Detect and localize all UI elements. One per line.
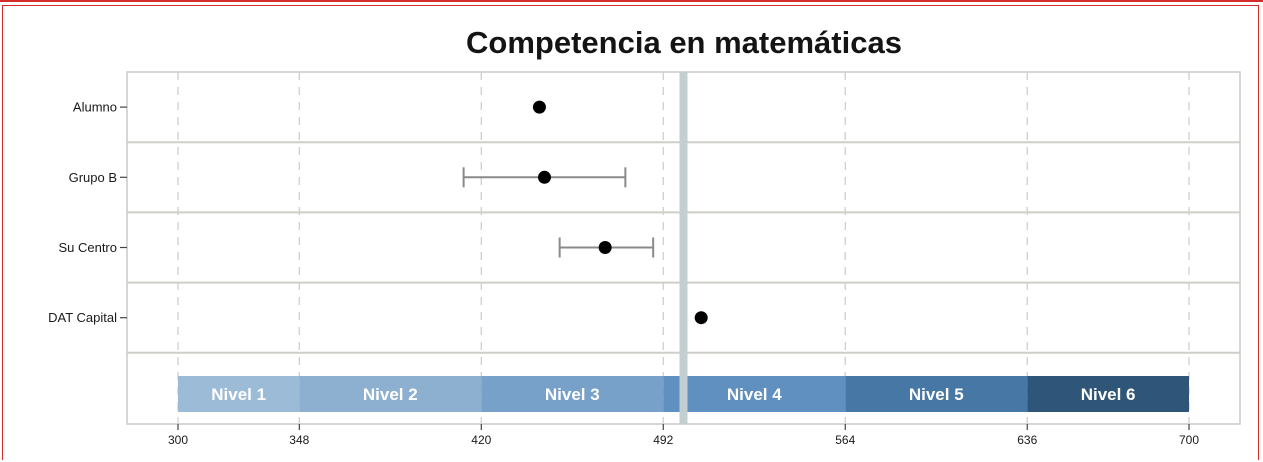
data-point-3 — [694, 311, 708, 325]
x-tick-label-420: 420 — [471, 433, 491, 447]
image-frame — [2, 5, 1259, 460]
level-band-6 — [1027, 376, 1189, 412]
plot-area: Nivel 1 Nivel 2 Nivel 3 Nivel 4 Nivel 5 Nivel… — [48, 71, 1241, 447]
chart-title: Competencia en matemáticas — [466, 25, 902, 60]
data-point-1 — [537, 170, 551, 184]
level-band-1 — [178, 376, 300, 412]
data-point-0 — [532, 100, 546, 114]
x-tick-label-492: 492 — [653, 433, 673, 447]
level-label-3: Nivel 3 — [545, 385, 600, 404]
level-band-5 — [845, 376, 1028, 412]
reference-line — [679, 72, 688, 424]
x-tick-label-636: 636 — [1017, 433, 1037, 447]
level-band-3 — [481, 376, 664, 412]
y-label-3: DAT Capital — [48, 310, 117, 325]
x-tick-label-564: 564 — [835, 433, 855, 447]
y-label-2: Su Centro — [58, 240, 117, 255]
x-tick-label-700: 700 — [1179, 433, 1199, 447]
level-band-4 — [663, 376, 846, 412]
data-point-2 — [598, 241, 612, 254]
y-label-0: Alumno — [73, 100, 117, 115]
level-label-1: Nivel 1 — [211, 385, 266, 404]
top-border — [0, 0, 1263, 2]
y-label-1: Grupo B — [69, 170, 117, 185]
level-band-2 — [299, 376, 482, 412]
level-label-5: Nivel 5 — [909, 385, 964, 404]
x-tick-label-300: 300 — [168, 433, 188, 447]
x-tick-label-348: 348 — [289, 433, 309, 447]
level-label-6: Nivel 6 — [1081, 385, 1136, 404]
level-label-2: Nivel 2 — [363, 385, 418, 404]
level-label-4: Nivel 4 — [727, 385, 782, 404]
